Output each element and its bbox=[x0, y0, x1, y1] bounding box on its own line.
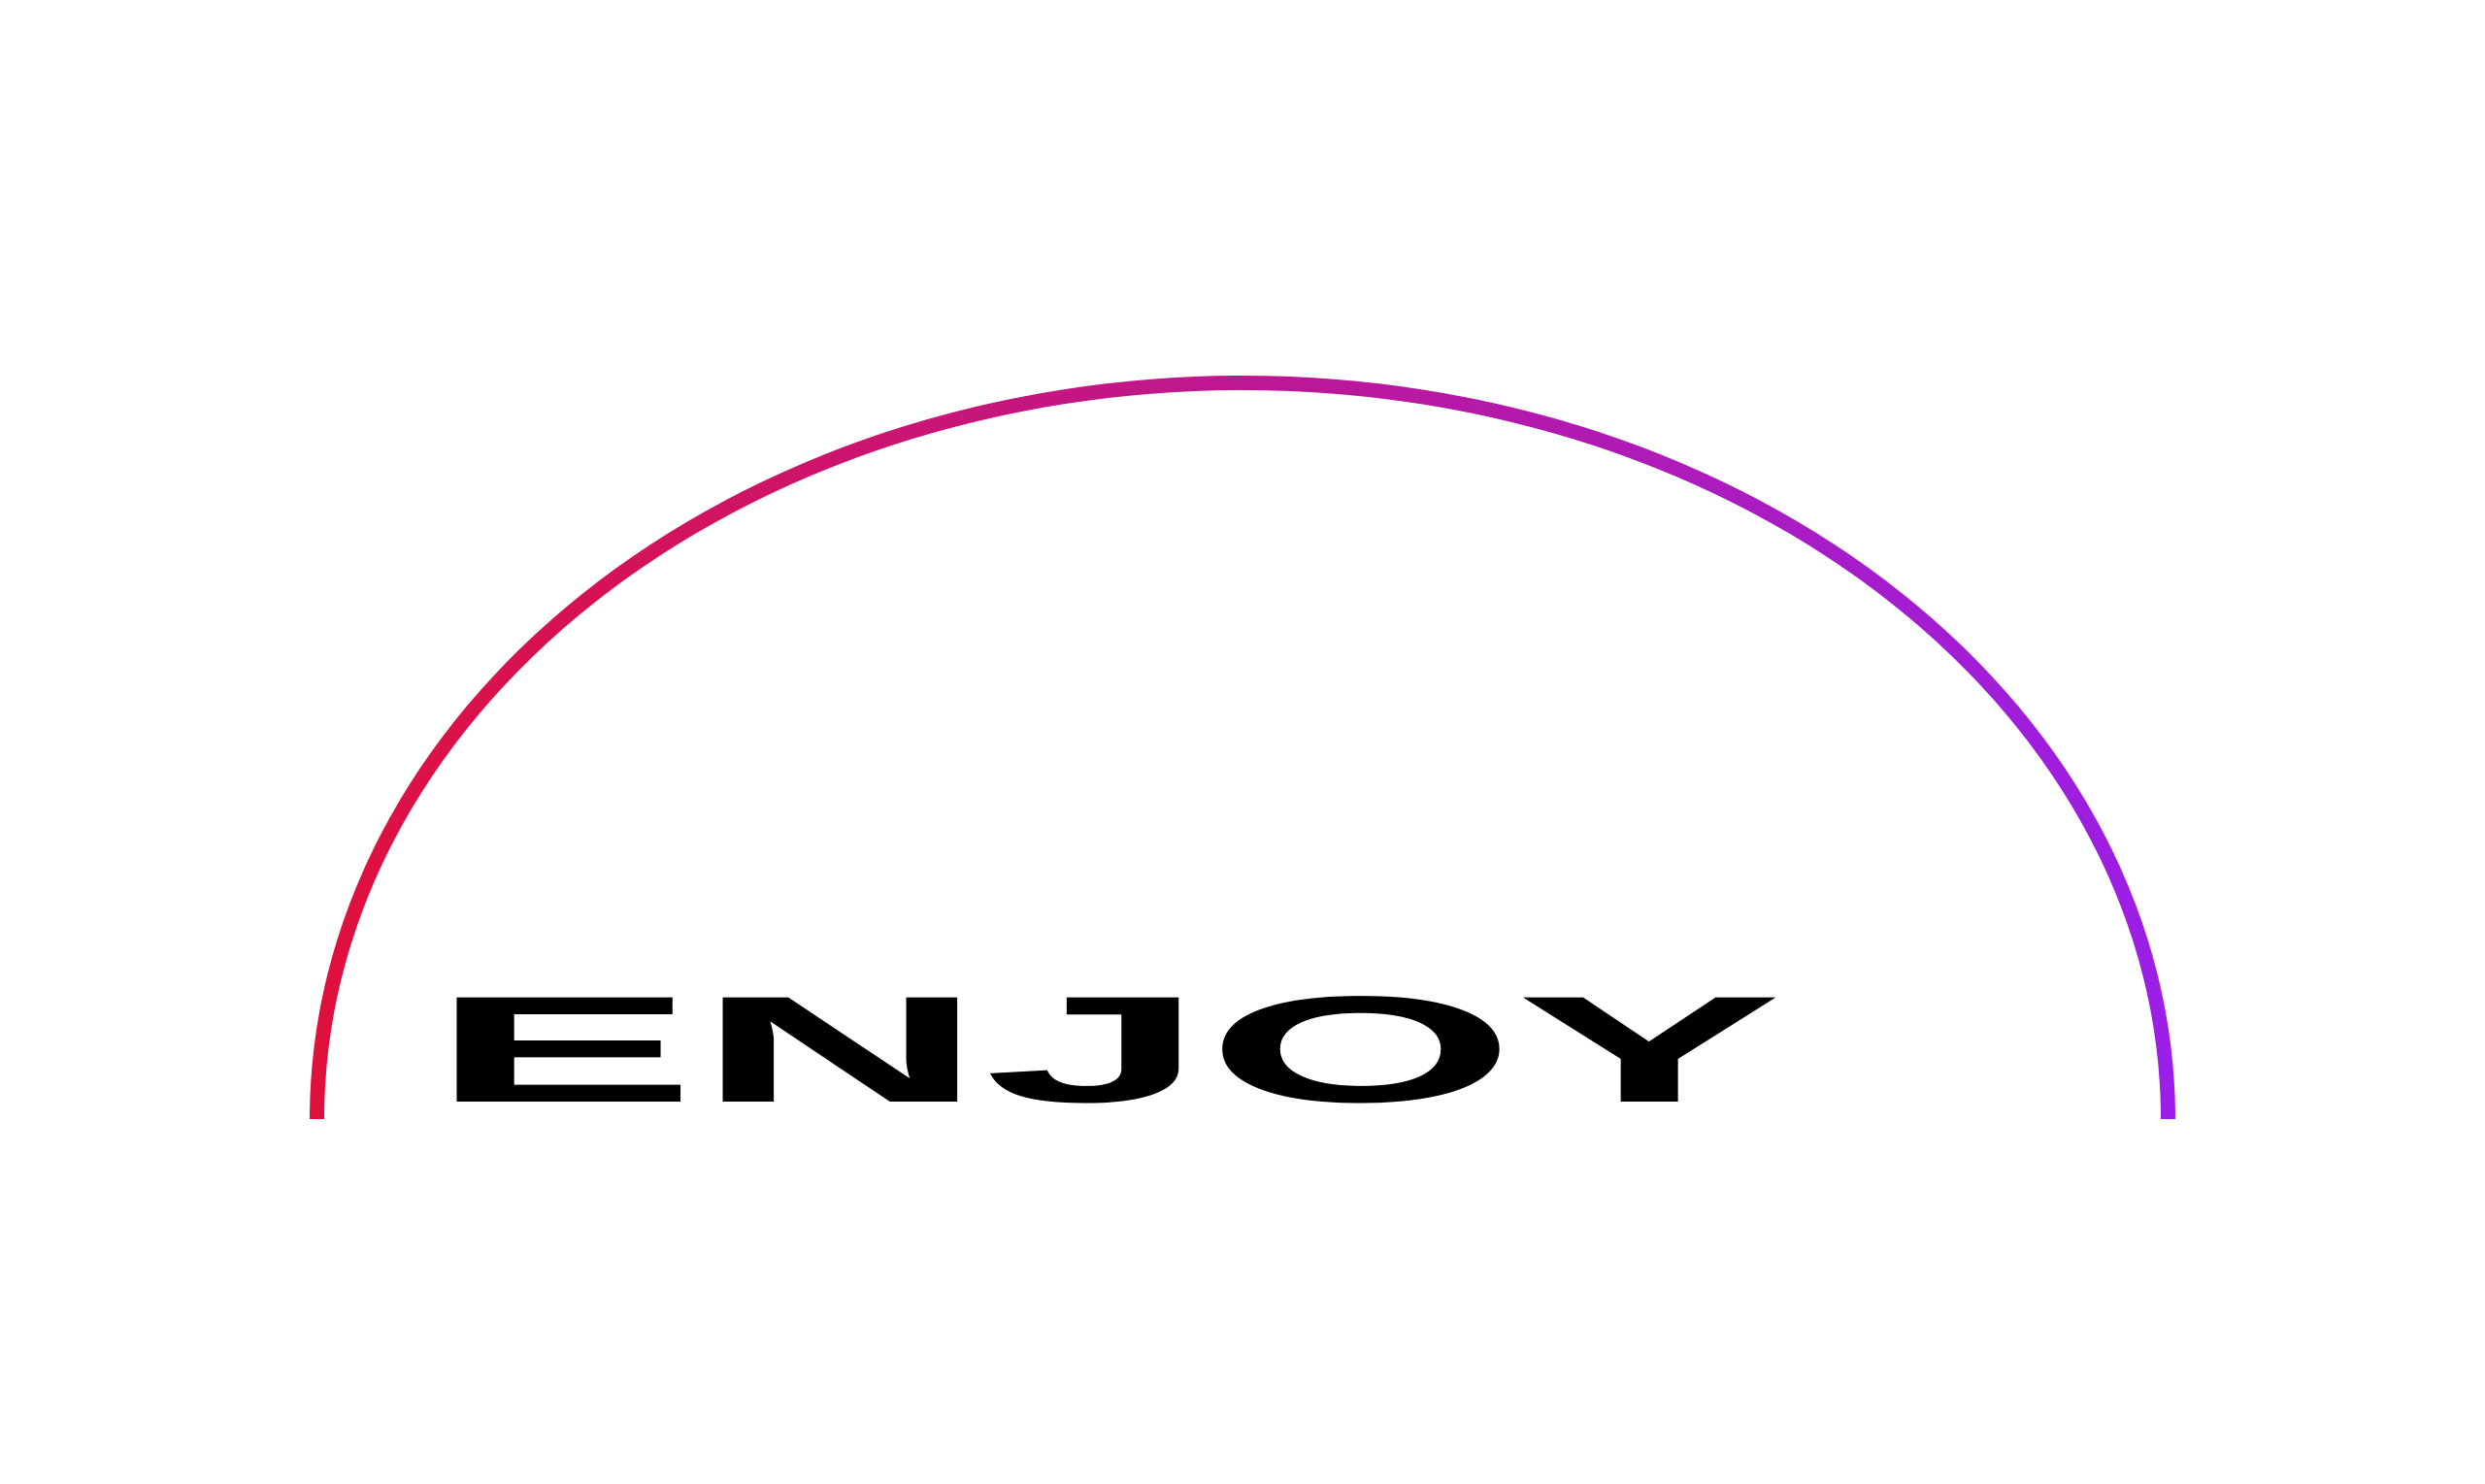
logo-wordmark: ENJOY bbox=[430, 966, 1782, 1135]
